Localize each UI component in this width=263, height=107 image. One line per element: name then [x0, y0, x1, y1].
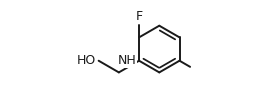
Text: F: F	[135, 10, 143, 23]
Text: NH: NH	[118, 54, 137, 67]
Text: HO: HO	[77, 54, 96, 67]
